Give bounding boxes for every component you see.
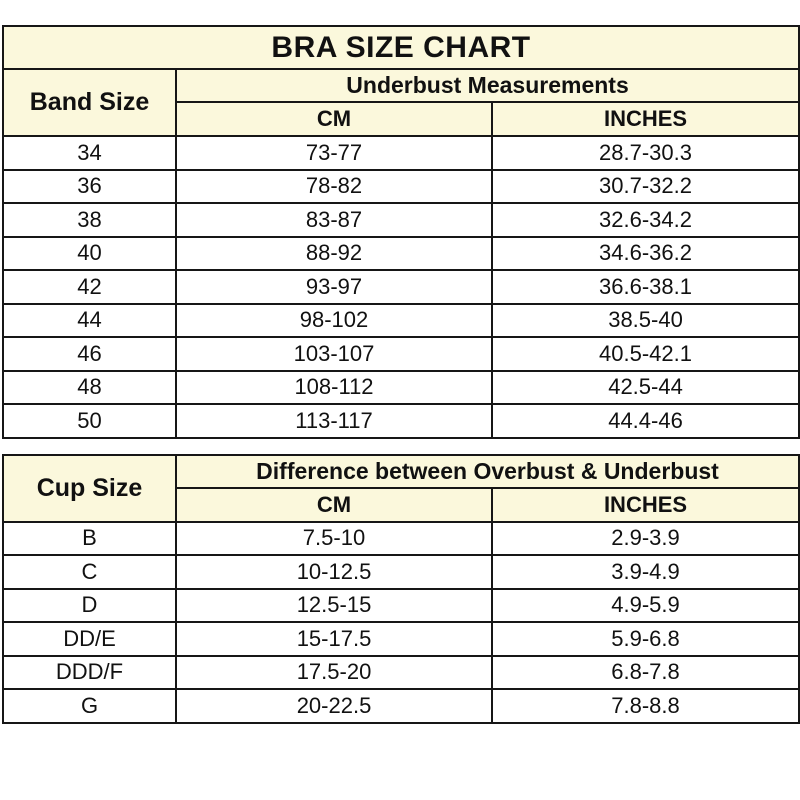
value-cell: 73-77 <box>175 135 493 171</box>
table-row: B 7.5-10 2.9-3.9 <box>2 520 800 556</box>
row-label-cell: 46 <box>2 336 177 372</box>
value-cell: 7.5-10 <box>175 520 493 556</box>
cm-column-header: CM <box>175 486 493 523</box>
band-size-header: Band Size <box>2 68 177 137</box>
inches-column-header: INCHES <box>490 101 800 137</box>
table-row: 34 73-77 28.7-30.3 <box>2 135 800 171</box>
value-cell: 32.6-34.2 <box>490 202 800 238</box>
cup-size-table-header: Cup Size Difference between Overbust & U… <box>2 453 800 523</box>
group-header-row: Cup Size Difference between Overbust & U… <box>2 453 800 523</box>
value-cell: 36.6-38.1 <box>490 269 800 305</box>
table-row: 38 83-87 32.6-34.2 <box>2 202 800 238</box>
cup-size-table-body: B 7.5-10 2.9-3.9 C 10-12.5 3.9-4.9 D 12.5-15 4.9… <box>2 520 800 724</box>
value-cell: 103-107 <box>175 336 493 372</box>
value-cell: 108-112 <box>175 369 493 405</box>
table-row: 42 93-97 36.6-38.1 <box>2 269 800 305</box>
value-cell: 10-12.5 <box>175 554 493 590</box>
chart-title-row: BRA SIZE CHART <box>1 25 800 70</box>
table-row: 36 78-82 30.7-32.2 <box>2 168 800 204</box>
table-row: G 20-22.5 7.8-8.8 <box>2 688 800 724</box>
table-row: 48 108-112 42.5-44 <box>2 369 800 405</box>
row-label-cell: D <box>2 587 177 623</box>
table-row: DD/E 15-17.5 5.9-6.8 <box>2 621 800 657</box>
row-label-cell: DDD/F <box>2 654 177 690</box>
value-cell: 88-92 <box>175 235 493 271</box>
value-cell: 2.9-3.9 <box>491 520 800 556</box>
value-cell: 17.5-20 <box>175 654 493 690</box>
value-cell: 40.5-42.1 <box>490 336 800 372</box>
cup-size-table: Cup Size Difference between Overbust & U… <box>2 453 800 724</box>
value-cell: 38.5-40 <box>490 302 800 338</box>
underbust-measurements-header: Underbust Measurements <box>174 68 800 103</box>
row-label-cell: B <box>2 520 177 556</box>
group-header-row: Band Size Underbust Measurements <box>2 68 800 137</box>
value-cell: 98-102 <box>175 302 493 338</box>
row-label-cell: 42 <box>2 269 177 305</box>
row-label-cell: 34 <box>2 135 177 171</box>
value-cell: 20-22.5 <box>175 688 493 724</box>
value-cell: 83-87 <box>175 202 493 238</box>
value-cell: 44.4-46 <box>490 403 800 439</box>
row-label-cell: 40 <box>2 235 177 271</box>
value-cell: 93-97 <box>175 269 493 305</box>
value-cell: 4.9-5.9 <box>491 587 800 623</box>
band-size-table: BRA SIZE CHART Band Size Underbust Measu… <box>1 25 800 439</box>
table-row: 50 113-117 44.4-46 <box>2 403 800 439</box>
value-cell: 7.8-8.8 <box>491 688 800 724</box>
column-header-row: CM INCHES <box>3 486 800 523</box>
value-cell: 15-17.5 <box>175 621 493 657</box>
value-cell: 6.8-7.8 <box>491 654 800 690</box>
table-row: 44 98-102 38.5-40 <box>2 302 800 338</box>
cm-column-header: CM <box>175 101 493 137</box>
value-cell: 42.5-44 <box>490 369 800 405</box>
band-size-table-header: BRA SIZE CHART Band Size Underbust Measu… <box>1 25 800 137</box>
table-row: 46 103-107 40.5-42.1 <box>2 336 800 372</box>
value-cell: 34.6-36.2 <box>490 235 800 271</box>
page-title: BRA SIZE CHART <box>1 25 800 70</box>
column-header-row: CM INCHES <box>3 101 800 137</box>
difference-overbust-underbust-header: Difference between Overbust & Underbust <box>175 453 800 489</box>
row-label-cell: 38 <box>2 202 177 238</box>
band-size-table-body: 34 73-77 28.7-30.3 36 78-82 30.7-32.2 38 83-87 3… <box>2 135 800 439</box>
table-gap <box>2 439 798 454</box>
row-label-cell: 44 <box>2 302 177 338</box>
row-label-cell: 50 <box>2 403 177 439</box>
table-row: C 10-12.5 3.9-4.9 <box>2 554 800 590</box>
value-cell: 3.9-4.9 <box>491 554 800 590</box>
inches-column-header: INCHES <box>491 486 800 523</box>
row-label-cell: C <box>2 554 177 590</box>
value-cell: 5.9-6.8 <box>491 621 800 657</box>
cup-size-header: Cup Size <box>2 453 177 523</box>
value-cell: 28.7-30.3 <box>490 135 800 171</box>
table-row: 40 88-92 34.6-36.2 <box>2 235 800 271</box>
value-cell: 30.7-32.2 <box>490 168 800 204</box>
row-label-cell: G <box>2 688 177 724</box>
row-label-cell: DD/E <box>2 621 177 657</box>
table-row: DDD/F 17.5-20 6.8-7.8 <box>2 654 800 690</box>
row-label-cell: 48 <box>2 369 177 405</box>
value-cell: 113-117 <box>175 403 493 439</box>
table-row: D 12.5-15 4.9-5.9 <box>2 587 800 623</box>
value-cell: 78-82 <box>175 168 493 204</box>
value-cell: 12.5-15 <box>175 587 493 623</box>
row-label-cell: 36 <box>2 168 177 204</box>
